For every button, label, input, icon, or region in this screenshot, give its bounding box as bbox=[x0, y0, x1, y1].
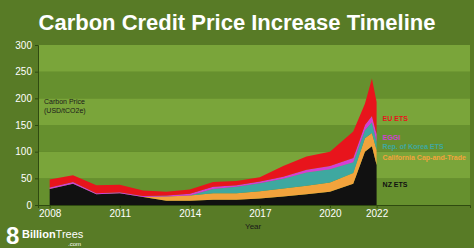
x-tick-label: 2022 bbox=[366, 208, 389, 219]
x-tick: 2017 bbox=[249, 205, 272, 219]
y-axis-line bbox=[35, 46, 39, 206]
logo: 8BillionTrees.com bbox=[6, 222, 84, 248]
y-tick: 50 bbox=[21, 173, 38, 184]
x-tick: 2022 bbox=[366, 205, 389, 219]
grid bbox=[38, 45, 470, 205]
x-tick-label: 2014 bbox=[179, 208, 202, 219]
legend-label: California Cap-and-Trade bbox=[383, 154, 466, 162]
y-axis: 0 50 100 150 200 250 300 bbox=[15, 40, 38, 211]
legend-label: EU ETS bbox=[383, 115, 409, 122]
x-tick-label: 2017 bbox=[249, 208, 272, 219]
legend-label: Rep. of Korea ETS bbox=[383, 143, 444, 151]
grid-band bbox=[38, 45, 470, 72]
y-axis-title: Carbon Price(USD/tCO2e) bbox=[44, 98, 86, 115]
x-tick: 2014 bbox=[179, 205, 202, 219]
grid-band bbox=[38, 152, 470, 179]
y-tick-mark bbox=[35, 45, 38, 46]
y-tick-mark bbox=[35, 125, 38, 126]
grid-band bbox=[38, 72, 470, 99]
x-tick-label: 2008 bbox=[39, 208, 62, 219]
logo-text: BillionTrees bbox=[22, 228, 84, 240]
area-series bbox=[50, 79, 377, 196]
grid-band bbox=[38, 125, 470, 152]
x-tick-label: 2011 bbox=[109, 208, 131, 219]
y-tick-mark bbox=[35, 178, 38, 179]
x-tick: 2020 bbox=[319, 205, 342, 219]
logo-suffix: .com bbox=[68, 241, 81, 247]
y-tick-label: 200 bbox=[15, 93, 32, 104]
grid-band bbox=[38, 98, 470, 125]
legend-label: EGGI bbox=[383, 134, 401, 141]
y-tick: 150 bbox=[15, 120, 38, 131]
y-tick-label: 150 bbox=[15, 120, 32, 131]
legend-label: NZ ETS bbox=[383, 181, 408, 188]
y-tick-label: 50 bbox=[21, 173, 33, 184]
x-tick: 2011 bbox=[109, 205, 131, 219]
legend: NZ ETS California Cap-and-Trade Rep. of Ko… bbox=[383, 115, 466, 189]
y-tick-mark bbox=[35, 152, 38, 153]
y-tick: 100 bbox=[15, 146, 38, 157]
areas bbox=[50, 79, 377, 205]
y-tick: 0 bbox=[26, 200, 38, 211]
x-axis-title: Year bbox=[245, 222, 262, 231]
x-axis: 2008 2011 2014 2017 2020 2022 bbox=[39, 205, 471, 219]
logo-mark: 8 bbox=[6, 222, 19, 248]
y-tick: 250 bbox=[15, 66, 38, 77]
y-tick-mark bbox=[35, 205, 38, 206]
logo-word: Billion bbox=[22, 228, 56, 240]
y-tick-label: 100 bbox=[15, 146, 32, 157]
y-tick-mark bbox=[35, 98, 38, 99]
y-tick-label: 0 bbox=[26, 200, 32, 211]
background bbox=[0, 0, 474, 248]
y-tick: 200 bbox=[15, 93, 38, 104]
title: Carbon Credit Price Increase Timeline bbox=[39, 10, 436, 35]
x-tick: 2008 bbox=[39, 205, 62, 219]
y-tick-label: 300 bbox=[15, 40, 32, 51]
y-tick: 300 bbox=[15, 40, 38, 51]
chart: 0501001502002503002008201120142017202020… bbox=[0, 0, 474, 248]
y-tick-mark bbox=[35, 72, 38, 73]
x-tick-label: 2020 bbox=[319, 208, 342, 219]
logo-word: Trees bbox=[56, 228, 84, 240]
y-tick-label: 250 bbox=[15, 66, 32, 77]
